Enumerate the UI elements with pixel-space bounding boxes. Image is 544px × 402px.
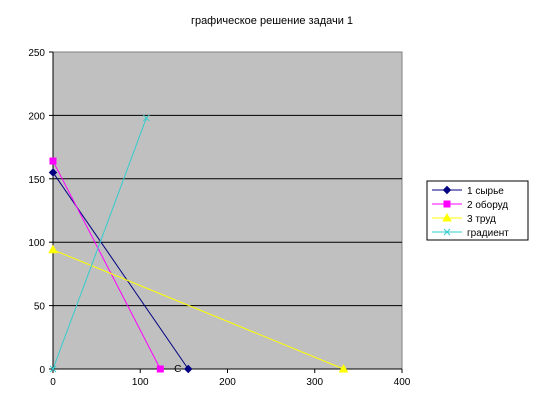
series-4-point-1 xyxy=(49,365,57,373)
y-tick-label: 50 xyxy=(34,302,46,313)
chart-title: графическое решение задачи 1 xyxy=(191,15,353,27)
legend-item-2: 2 оборуд xyxy=(432,199,508,211)
series-3-point-1 xyxy=(48,244,58,254)
legend-label: градиент xyxy=(467,228,509,239)
series-line-4 xyxy=(52,117,147,370)
y-tick-label: 200 xyxy=(28,111,45,122)
legend-label: 2 оборуд xyxy=(467,199,508,211)
x-tick-label: 300 xyxy=(306,377,323,388)
legend-swatch-marker xyxy=(442,212,452,222)
legend-label: 1 сырье xyxy=(467,186,504,197)
series-4-point-2-b xyxy=(143,114,150,122)
series-2-point-2 xyxy=(156,365,164,373)
series-1-point-1 xyxy=(48,168,58,177)
legend-swatch-marker xyxy=(443,200,451,208)
y-tick-label: 100 xyxy=(28,238,45,249)
grid xyxy=(53,114,402,307)
x-tick-label: 0 xyxy=(50,377,56,388)
y-tick-label: 0 xyxy=(39,365,45,376)
series-line-2 xyxy=(52,160,161,370)
series-1-point-2 xyxy=(184,364,193,374)
series-4-point-1-b xyxy=(49,365,57,373)
series-3-point-2 xyxy=(338,363,349,373)
legend-swatch-marker xyxy=(443,228,451,236)
series-layer xyxy=(48,114,349,374)
legend-item-3: 3 труд xyxy=(432,212,496,225)
series-line-3 xyxy=(52,249,344,370)
x-tick-label: 200 xyxy=(219,377,236,388)
legend-swatch-marker-b xyxy=(443,228,451,236)
annotation-label: С xyxy=(174,364,181,375)
series-2 xyxy=(49,157,164,373)
annotations: С xyxy=(174,364,181,375)
legend-swatch-marker xyxy=(442,185,452,195)
y-tick-label: 250 xyxy=(28,48,45,59)
legend-label: 3 труд xyxy=(467,214,496,225)
series-4 xyxy=(49,114,150,373)
y-tick-label: 150 xyxy=(28,175,45,186)
plot-area xyxy=(52,51,403,370)
legend-item-1: 1 сырье xyxy=(432,185,504,197)
series-2-point-1 xyxy=(49,157,57,165)
series-4-point-2 xyxy=(143,114,150,122)
legend: 1 сырье 2 оборуд 3 труд градиент xyxy=(426,180,529,241)
x-tick-label: 400 xyxy=(394,377,411,388)
x-tick-label: 100 xyxy=(132,377,149,388)
legend-item-4: градиент xyxy=(432,228,509,239)
series-3 xyxy=(48,244,349,373)
